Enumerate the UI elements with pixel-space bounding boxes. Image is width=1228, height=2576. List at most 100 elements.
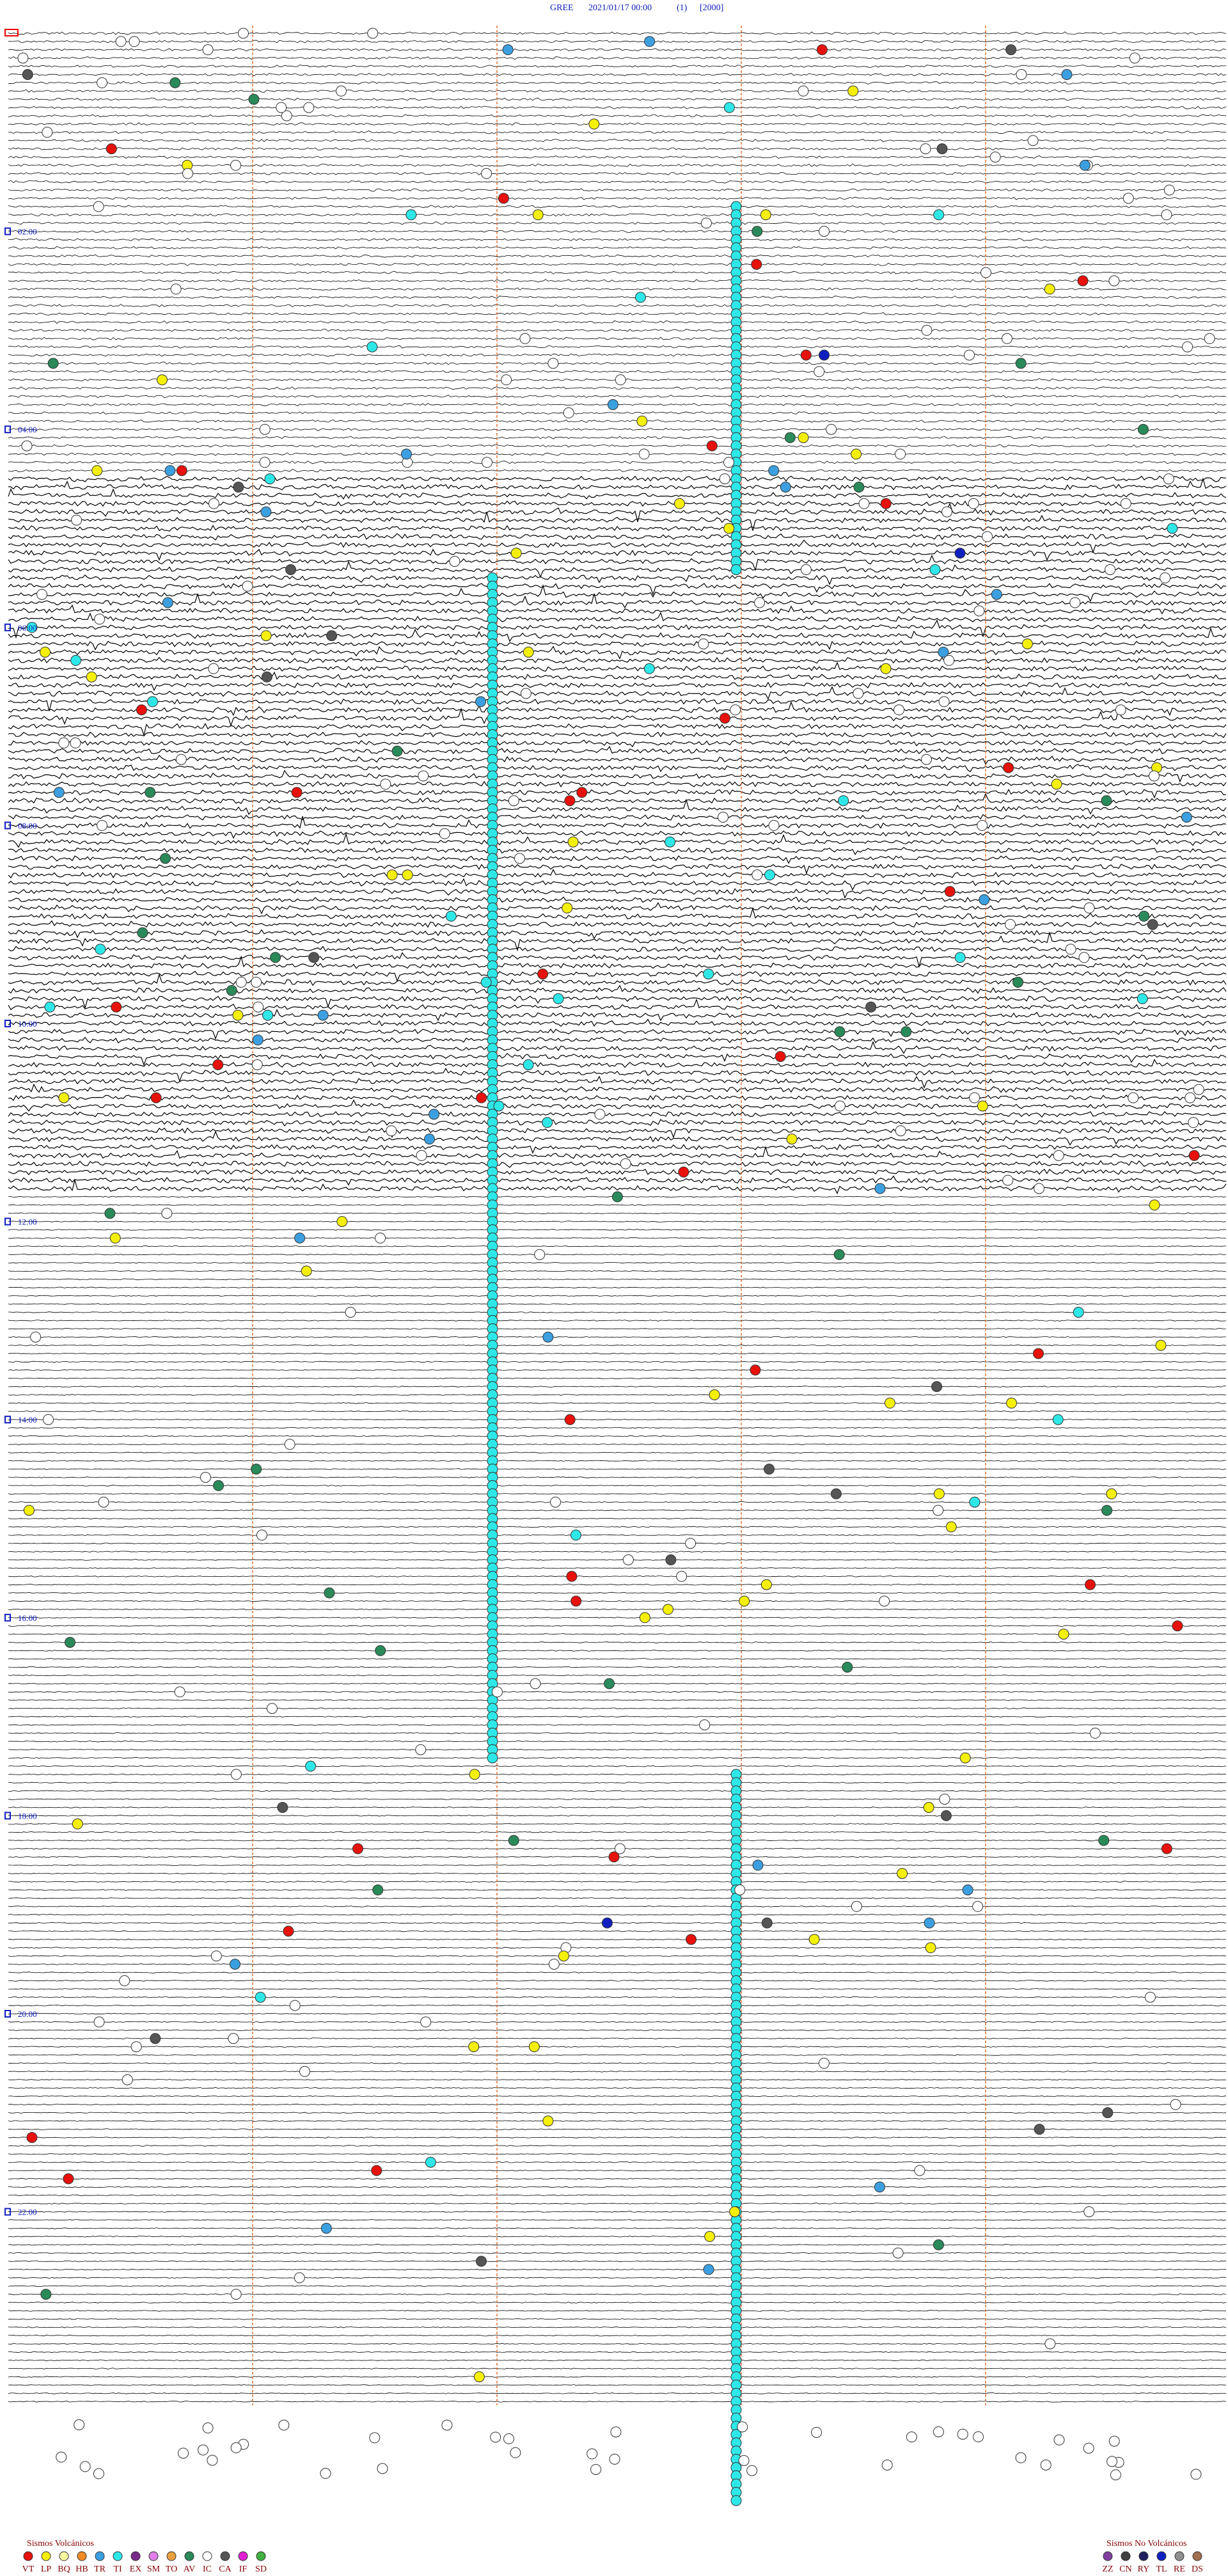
- event-marker: [371, 2165, 382, 2176]
- trace: [8, 2062, 1227, 2064]
- legend-swatch: [23, 2551, 33, 2561]
- trace: [8, 1443, 1227, 1446]
- trace: [8, 2012, 1227, 2015]
- trace: [8, 2046, 1227, 2048]
- trace: [8, 163, 1227, 167]
- event-marker: [884, 1397, 895, 1409]
- event-marker: [226, 984, 237, 996]
- event-marker: [301, 1265, 312, 1277]
- trace: [8, 2318, 1227, 2320]
- event-marker: [79, 2461, 91, 2472]
- trace: [8, 2087, 1227, 2089]
- event-marker: [493, 1100, 505, 1112]
- event-marker: [71, 514, 83, 526]
- event-marker: [833, 1249, 845, 1260]
- trace: [8, 789, 1227, 799]
- trace: [8, 1757, 1227, 1759]
- event-marker: [954, 548, 966, 559]
- event-marker: [270, 952, 281, 963]
- event-marker: [814, 366, 825, 377]
- legend-swatch: [1174, 2551, 1185, 2561]
- event-marker: [723, 102, 735, 113]
- legend-swatch: [113, 2551, 123, 2561]
- trace: [8, 793, 1227, 804]
- event-marker: [519, 333, 531, 344]
- event-marker: [91, 465, 103, 477]
- event-marker: [473, 2371, 485, 2383]
- event-marker: [1077, 275, 1089, 287]
- event-marker: [58, 737, 70, 748]
- trace: [8, 1460, 1227, 1462]
- event-marker: [119, 1975, 130, 1986]
- event-marker: [1021, 638, 1033, 650]
- trace: [8, 1666, 1227, 1668]
- event-marker: [761, 1917, 773, 1929]
- trace: [8, 1286, 1227, 1289]
- event-marker: [1073, 1307, 1084, 1318]
- hour-label: 22:00: [18, 2208, 37, 2217]
- trace: [8, 1996, 1227, 1998]
- event-marker: [317, 1009, 329, 1021]
- event-marker: [622, 1554, 634, 1565]
- trace: [8, 1130, 1227, 1146]
- event-marker: [43, 1414, 54, 1425]
- trace: [8, 1889, 1227, 1891]
- event-marker: [1052, 1414, 1064, 1425]
- trace: [8, 312, 1227, 315]
- event-marker: [1147, 919, 1158, 930]
- trace: [8, 1018, 1227, 1027]
- event-marker: [709, 1389, 720, 1400]
- trace: [8, 1798, 1227, 1800]
- event-marker: [56, 2451, 67, 2463]
- event-marker: [1078, 952, 1090, 963]
- trace: [8, 929, 1227, 940]
- trace: [8, 1740, 1227, 1742]
- trace: [8, 2392, 1226, 2394]
- event-marker: [1149, 1199, 1160, 1211]
- event-marker: [819, 349, 830, 361]
- event-marker: [232, 1009, 244, 1021]
- event-marker: [230, 159, 242, 171]
- trace: [8, 1559, 1227, 1561]
- event-marker: [895, 1125, 906, 1137]
- event-marker: [768, 465, 780, 477]
- event-marker: [775, 1051, 786, 1063]
- event-marker: [94, 613, 106, 625]
- event-marker: [253, 1001, 264, 1013]
- trace: [8, 180, 1227, 184]
- event-marker: [933, 1505, 944, 1516]
- event-marker: [1163, 184, 1175, 196]
- trace: [8, 920, 1227, 928]
- event-marker: [480, 977, 492, 988]
- trace: [8, 1517, 1227, 1520]
- trace: [8, 2112, 1227, 2114]
- event-marker: [345, 1307, 356, 1318]
- event-marker: [1120, 498, 1131, 509]
- trace: [8, 1650, 1227, 1652]
- event-marker: [800, 564, 812, 575]
- legend-code: VT: [22, 2564, 35, 2574]
- trace: [8, 502, 1227, 523]
- trace: [8, 1435, 1227, 1437]
- legend-swatch: [184, 2551, 194, 2561]
- trace: [8, 1987, 1227, 1990]
- event-marker: [23, 1505, 35, 1516]
- trace: [8, 560, 1227, 578]
- event-marker: [1040, 2459, 1051, 2470]
- event-marker: [264, 473, 276, 485]
- trace: [8, 745, 1227, 755]
- trace: [8, 237, 1227, 242]
- event-marker: [170, 283, 182, 295]
- event-marker: [959, 1752, 971, 1764]
- event-marker: [212, 1059, 224, 1070]
- event-marker: [308, 952, 320, 963]
- legend-swatch: [166, 2551, 177, 2561]
- event-marker: [1085, 1579, 1096, 1590]
- event-marker: [86, 671, 97, 683]
- event-marker: [879, 1595, 890, 1607]
- event-marker: [665, 836, 676, 848]
- event-marker: [22, 69, 33, 80]
- event-marker: [972, 1900, 984, 1912]
- event-marker: [1172, 1620, 1183, 1632]
- event-marker: [784, 432, 796, 443]
